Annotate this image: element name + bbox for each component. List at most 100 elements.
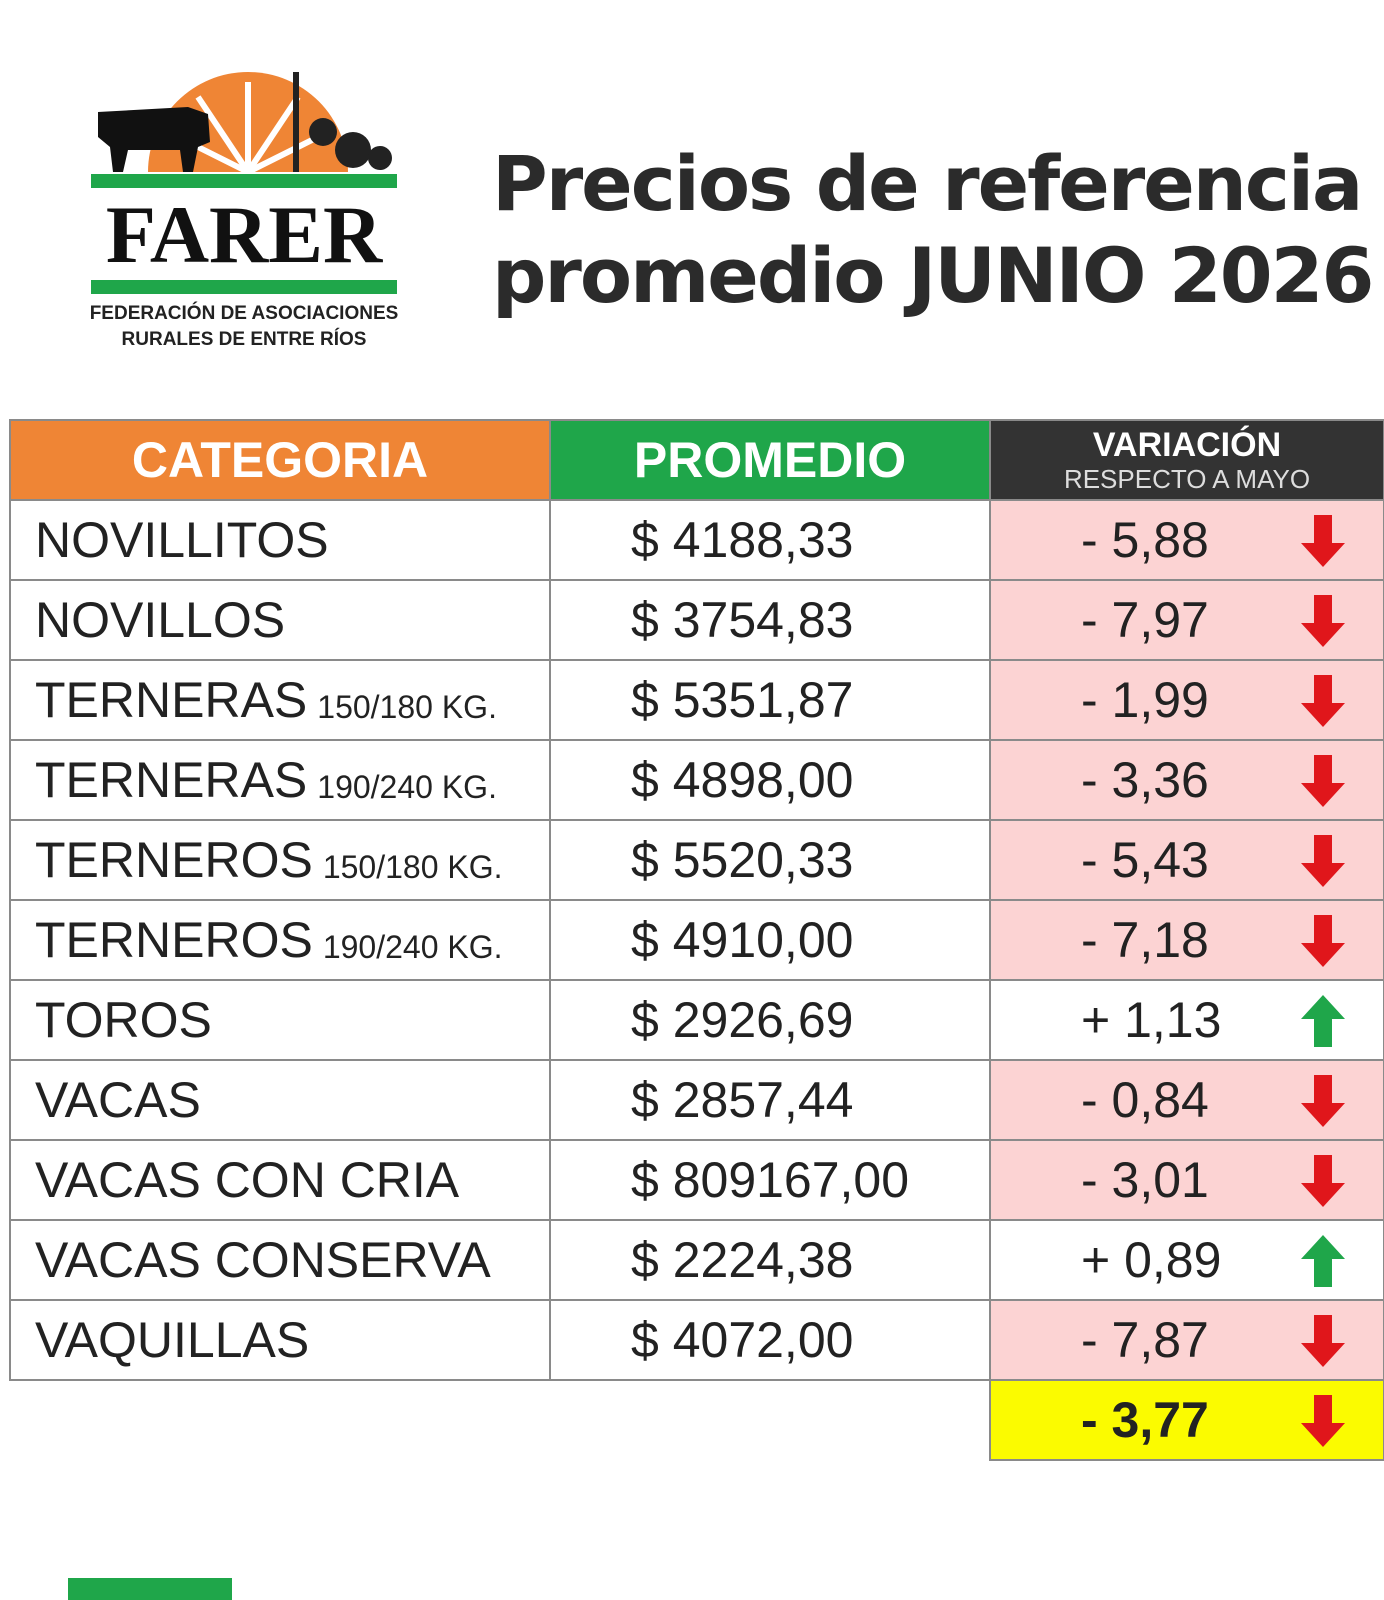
- category-cell: VAQUILLAS: [9, 1299, 551, 1381]
- title-line: Precios de referencia: [492, 139, 1363, 228]
- variation-value: - 3,36: [1081, 752, 1209, 808]
- logo-cow: [98, 107, 210, 172]
- category-name: VACAS CON CRIA: [35, 1152, 460, 1208]
- arrow-shape: [1301, 595, 1345, 647]
- variation-value: + 1,13: [1081, 992, 1222, 1048]
- variation-cell: - 7,97: [989, 579, 1384, 661]
- category-name: VACAS CONSERVA: [35, 1232, 491, 1288]
- category-name: TERNEROS: [35, 832, 313, 888]
- variation-value: + 0,89: [1081, 1232, 1222, 1288]
- header-subtext: RESPECTO A MAYO: [1063, 463, 1311, 494]
- logo-name: FARER: [106, 189, 383, 280]
- price-cell: $ 2926,69: [549, 979, 991, 1061]
- category-name: NOVILLITOS: [35, 512, 329, 568]
- category-name: VAQUILLAS: [35, 1312, 310, 1368]
- variation-value: - 5,43: [1081, 832, 1209, 888]
- trend-arrow: [1301, 515, 1345, 567]
- trend-arrow: [1301, 755, 1345, 807]
- trend-arrow: [1301, 675, 1345, 727]
- header-cell: VARIACIÓN RESPECTO A MAYO: [989, 419, 1384, 501]
- variation-cell: - 7,87: [989, 1299, 1384, 1381]
- category-detail: 150/180 KG.: [317, 688, 497, 725]
- logo-stripe: [91, 174, 397, 188]
- arrow-shape: [1301, 755, 1345, 807]
- variation-cell: - 0,84: [989, 1059, 1384, 1141]
- variation-cell: + 0,89: [989, 1219, 1384, 1301]
- price-cell: $ 5351,87: [549, 659, 991, 741]
- arrow-shape: [1301, 515, 1345, 567]
- category-detail: 190/240 KG.: [322, 928, 503, 965]
- category-cell: NOVILLITOS: [9, 499, 551, 581]
- variation-value: - 5,88: [1081, 512, 1209, 568]
- variation-value: - 3,01: [1081, 1152, 1209, 1208]
- logo-subtitle: FEDERACIÓN DE ASOCIACIONES: [90, 302, 399, 324]
- price-cell: $ 4072,00: [549, 1299, 991, 1381]
- arrow-shape: [1301, 835, 1345, 887]
- logo-subtitle: RURALES DE ENTRE RÍOS: [122, 328, 367, 350]
- trend-arrow: [1301, 915, 1345, 967]
- logo: FARER FEDERACIÓN DE ASOCIACIONES RURALES…: [88, 72, 418, 362]
- category-name: TERNEROS: [35, 912, 313, 968]
- category-cell: NOVILLOS: [9, 579, 551, 661]
- title: Precios de referencia promedio JUNIO 202…: [492, 138, 1374, 322]
- logo-tree: [368, 146, 392, 170]
- arrow-shape: [1301, 1395, 1345, 1447]
- arrow-shape: [1301, 1155, 1345, 1207]
- trend-arrow: [1301, 1155, 1345, 1207]
- header-cell: CATEGORIA: [9, 419, 551, 501]
- category-detail: 190/240 KG.: [317, 768, 497, 805]
- category-cell: VACAS CONSERVA: [9, 1219, 551, 1301]
- price-cell: $ 809167,00: [549, 1139, 991, 1221]
- category-detail: 150/180 KG.: [322, 848, 503, 885]
- total-value: - 3,77: [1081, 1392, 1209, 1448]
- category-name: VACAS: [35, 1072, 201, 1128]
- category-cell: TERNERAS 150/180 KG.: [9, 659, 551, 741]
- variation-value: - 1,99: [1081, 672, 1209, 728]
- arrow-shape: [1301, 995, 1345, 1047]
- title-line: promedio JUNIO 2026: [492, 231, 1374, 320]
- footer-bar: [68, 1578, 232, 1600]
- arrow-shape: [1301, 1315, 1345, 1367]
- category-cell: TERNEROS 190/240 KG.: [9, 899, 551, 981]
- variation-cell: + 1,13: [989, 979, 1384, 1061]
- variation-cell: - 5,43: [989, 819, 1384, 901]
- variation-value: - 7,87: [1081, 1312, 1209, 1368]
- category-name: TERNERAS: [35, 752, 308, 808]
- price-cell: $ 4188,33: [549, 499, 991, 581]
- variation-value: - 7,97: [1081, 592, 1209, 648]
- trend-arrow: [1301, 1315, 1345, 1367]
- trend-arrow: [1301, 595, 1345, 647]
- logo-mask: [88, 172, 418, 362]
- price-table: CATEGORIA PROMEDIO VARIACIÓN RESPECTO A …: [9, 419, 1384, 1461]
- trend-arrow: [1301, 995, 1345, 1047]
- arrow-shape: [1301, 915, 1345, 967]
- arrow-shape: [1301, 1075, 1345, 1127]
- variation-cell: - 3,01: [989, 1139, 1384, 1221]
- price-cell: $ 4910,00: [549, 899, 991, 981]
- arrow-shape: [1301, 1235, 1345, 1287]
- logo-tree: [335, 132, 371, 168]
- trend-arrow: [1301, 1235, 1345, 1287]
- header-cell: PROMEDIO: [549, 419, 991, 501]
- variation-value: - 0,84: [1081, 1072, 1209, 1128]
- price-cell: $ 5520,33: [549, 819, 991, 901]
- variation-value: - 7,18: [1081, 912, 1209, 968]
- variation-cell: - 1,99: [989, 659, 1384, 741]
- category-cell: VACAS: [9, 1059, 551, 1141]
- category-name: NOVILLOS: [35, 592, 286, 648]
- price-cell: $ 3754,83: [549, 579, 991, 661]
- logo-tree: [309, 118, 337, 146]
- header-text: VARIACIÓN: [1092, 425, 1282, 464]
- price-cell: $ 4898,00: [549, 739, 991, 821]
- variation-cell: - 3,36: [989, 739, 1384, 821]
- logo-stripe: [91, 280, 397, 294]
- trend-arrow: [1301, 1395, 1345, 1447]
- logo-wheat: [293, 72, 299, 172]
- category-cell: TERNERAS 190/240 KG.: [9, 739, 551, 821]
- category-name: TERNERAS: [35, 672, 308, 728]
- total-cell: - 3,77: [989, 1379, 1384, 1461]
- spacer: [10, 1380, 990, 1460]
- variation-cell: - 5,88: [989, 499, 1384, 581]
- arrow-shape: [1301, 675, 1345, 727]
